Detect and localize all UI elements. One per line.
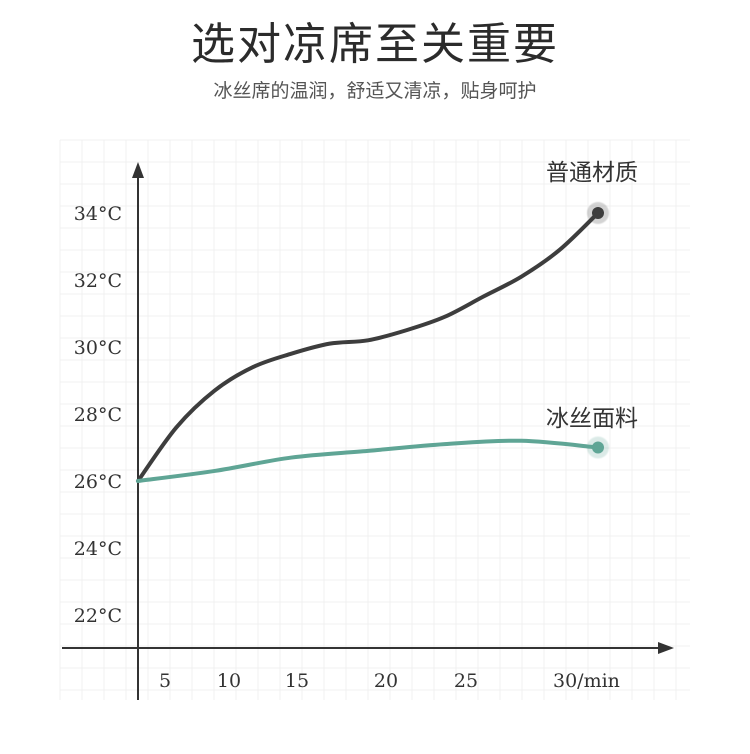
- x-axis-arrow: [658, 642, 674, 654]
- x-tick-label: 30/min: [553, 670, 620, 692]
- y-tick-label: 32°C: [74, 270, 122, 292]
- series-lines: [136, 202, 609, 483]
- y-tick-label: 26°C: [74, 471, 122, 493]
- x-tick-label: 15: [285, 670, 309, 692]
- series-line: [136, 211, 600, 483]
- chart-axes: [62, 162, 674, 700]
- y-tick-label: 22°C: [74, 605, 122, 627]
- endpoint-marker: [592, 441, 604, 454]
- y-tick-label: 28°C: [74, 404, 122, 426]
- page-title: 选对凉席至关重要: [191, 19, 559, 70]
- series-label: 普通材质: [546, 160, 638, 186]
- x-tick-label: 20: [374, 670, 398, 692]
- endpoint-marker: [592, 207, 604, 219]
- x-tick-label: 5: [159, 670, 171, 692]
- page-subtitle: 冰丝席的温润，舒适又清凉，贴身呵护: [213, 80, 537, 102]
- chart-grid: [59, 139, 690, 700]
- x-tick-labels: 5 10 15 20 25 30/min: [159, 670, 620, 692]
- y-tick-label: 24°C: [74, 538, 122, 560]
- y-tick-labels: 22°C 24°C 26°C 28°C 30°C 32°C 34°C: [74, 203, 122, 627]
- x-tick-label: 10: [217, 670, 241, 692]
- y-tick-label: 30°C: [74, 337, 122, 359]
- y-axis-arrow: [132, 162, 144, 178]
- series-label: 冰丝面料: [546, 406, 638, 432]
- y-tick-label: 34°C: [74, 203, 122, 225]
- series-line: [136, 438, 600, 483]
- x-tick-label: 25: [454, 670, 478, 692]
